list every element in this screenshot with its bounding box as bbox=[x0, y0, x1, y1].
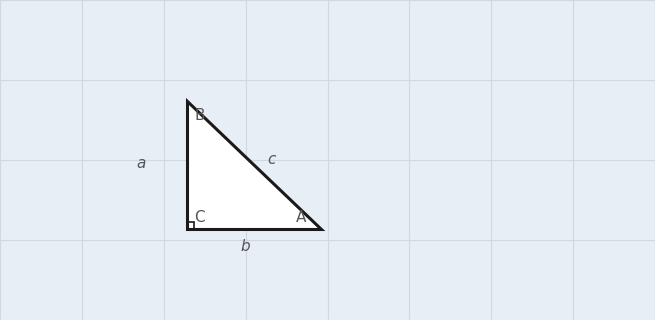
Polygon shape bbox=[187, 101, 321, 229]
Text: c: c bbox=[268, 153, 276, 167]
Text: A: A bbox=[296, 210, 307, 225]
Text: b: b bbox=[241, 239, 250, 254]
Text: B: B bbox=[195, 108, 205, 123]
Text: C: C bbox=[195, 210, 205, 225]
Text: a: a bbox=[136, 156, 145, 171]
